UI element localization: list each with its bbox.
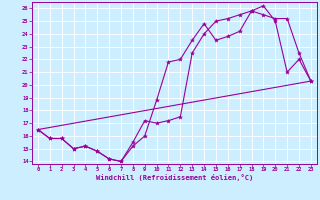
X-axis label: Windchill (Refroidissement éolien,°C): Windchill (Refroidissement éolien,°C) — [96, 174, 253, 181]
